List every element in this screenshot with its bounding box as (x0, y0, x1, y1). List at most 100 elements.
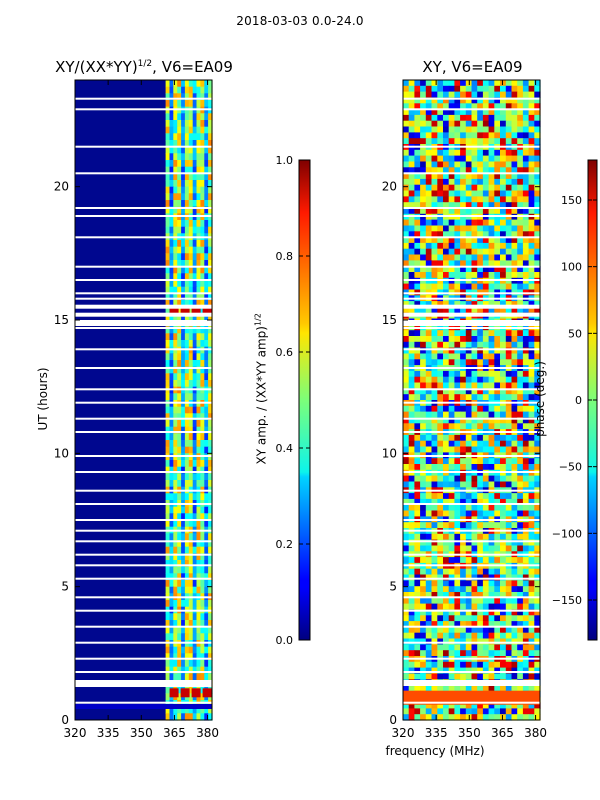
heatmap-cell (511, 149, 518, 157)
heatmap-cell (534, 382, 541, 389)
heatmap-cell (403, 539, 410, 546)
heatmap-cell (425, 667, 433, 674)
heatmap-cell (471, 702, 478, 709)
heatmap-cell (460, 592, 467, 599)
heatmap-cell (505, 440, 513, 448)
heatmap-cell (477, 411, 484, 418)
heatmap-cell (420, 173, 427, 180)
heatmap-cell (177, 340, 182, 348)
heatmap-cell (460, 97, 467, 104)
heatmap-cell (505, 155, 513, 162)
heatmap-cell (184, 333, 190, 341)
heatmap-cell (488, 266, 495, 273)
heatmap-cell (517, 708, 524, 715)
heatmap-cell (471, 498, 478, 506)
heatmap-cell (454, 359, 461, 366)
heatmap-cell (482, 661, 490, 669)
heatmap-cell (471, 330, 478, 337)
cbar-right-label-text: phase (deg.) (533, 361, 547, 437)
heatmap-cell (494, 423, 501, 430)
heatmap-cell (425, 446, 433, 453)
heatmap-cell (403, 173, 410, 180)
heatmap-cell (165, 146, 171, 154)
heatmap-cell (431, 254, 438, 261)
heatmap-cell (204, 220, 209, 228)
heatmap-cell (200, 566, 205, 574)
heatmap-cell (477, 580, 484, 587)
heatmap-cell (188, 426, 194, 434)
heatmap-cell (208, 260, 213, 268)
heatmap-cell (443, 260, 450, 267)
heatmap-cell (420, 336, 427, 343)
heatmap-cell (454, 225, 461, 232)
heatmap-cell (408, 190, 415, 197)
heatmap-cell (188, 133, 194, 141)
heatmap-cell (196, 106, 201, 114)
heatmap-cell (414, 411, 421, 418)
heatmap-cell (173, 460, 178, 468)
heatmap-cell (522, 306, 530, 314)
data-gap-line (75, 327, 212, 329)
heatmap-cell (169, 620, 174, 628)
heatmap-cell (454, 167, 461, 174)
heatmap-cell (460, 446, 467, 453)
heatmap-cell (448, 370, 455, 378)
heatmap-cell (200, 480, 205, 488)
heatmap-cell (431, 132, 438, 139)
heatmap-cell (477, 394, 484, 401)
heatmap-cell (488, 208, 495, 215)
heatmap-cell (500, 208, 507, 215)
heatmap-cell (511, 109, 518, 116)
heatmap-cell (431, 522, 438, 529)
heatmap-cell (177, 126, 182, 134)
heatmap-cell (465, 708, 473, 715)
heatmap-cell (443, 237, 450, 244)
heatmap-cell (511, 481, 518, 488)
heatmap-cell (528, 539, 535, 546)
heatmap-cell (204, 580, 209, 588)
heatmap-cell (414, 376, 421, 384)
heatmap-cell (169, 186, 174, 194)
heatmap-cell (188, 433, 194, 441)
heatmap-cell (208, 160, 213, 168)
heatmap-cell (181, 540, 186, 548)
heatmap-cell (482, 685, 490, 692)
heatmap-cell (448, 504, 455, 512)
heatmap-cell (522, 673, 530, 680)
heatmap-cell (431, 103, 438, 110)
heatmap-cell (414, 382, 421, 389)
heatmap-cell (528, 190, 535, 197)
heatmap-cell (169, 473, 174, 481)
heatmap-cell (534, 661, 541, 669)
heatmap-cell (208, 426, 213, 434)
heatmap-cell (431, 266, 438, 273)
heatmap-cell (522, 341, 530, 349)
data-gap-line (75, 609, 212, 612)
heatmap-cell (192, 406, 198, 414)
heatmap-cell (448, 650, 455, 657)
heatmap-cell (414, 632, 421, 640)
heatmap-cell (465, 580, 473, 587)
heatmap-cell (165, 333, 171, 341)
heatmap-cell (208, 180, 213, 188)
heatmap-cell (173, 160, 178, 168)
heatmap-cell (200, 506, 205, 514)
heatmap-cell (408, 475, 415, 482)
heatmap-cell (477, 237, 484, 244)
heatmap-cell (414, 272, 421, 279)
data-gap-band (403, 320, 540, 326)
heatmap-cell (454, 114, 461, 122)
heatmap-cell (528, 708, 535, 715)
heatmap-cell (494, 411, 501, 418)
heatmap-cell (431, 126, 438, 133)
heatmap-cell (414, 446, 421, 453)
heatmap-cell (204, 386, 209, 394)
heatmap-cell (204, 493, 209, 501)
heatmap-cell (477, 568, 484, 576)
heatmap-cell (188, 620, 194, 628)
heatmap-cell (511, 597, 518, 605)
heatmap-cell (482, 347, 490, 354)
heatmap-cell (408, 353, 415, 360)
heatmap-cell (177, 286, 182, 294)
heatmap-cell (165, 93, 171, 101)
